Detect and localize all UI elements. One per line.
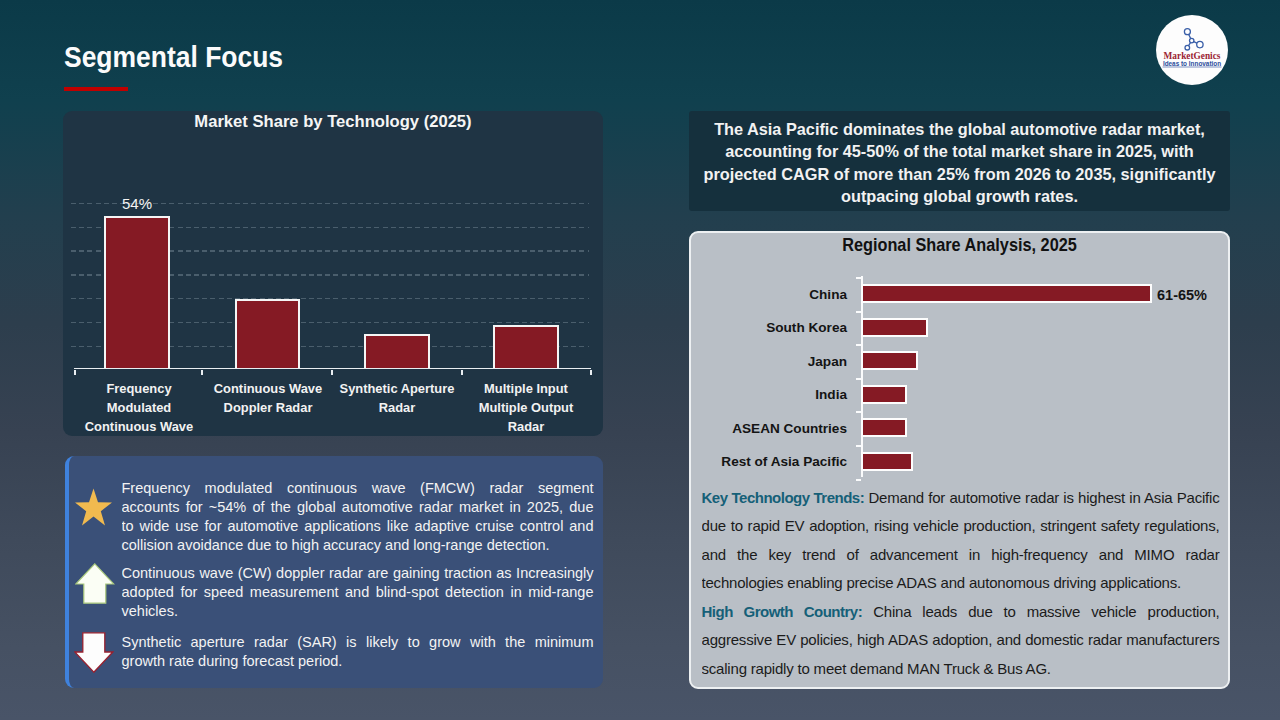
- svg-text:Ideas to Innovation: Ideas to Innovation: [1163, 60, 1221, 67]
